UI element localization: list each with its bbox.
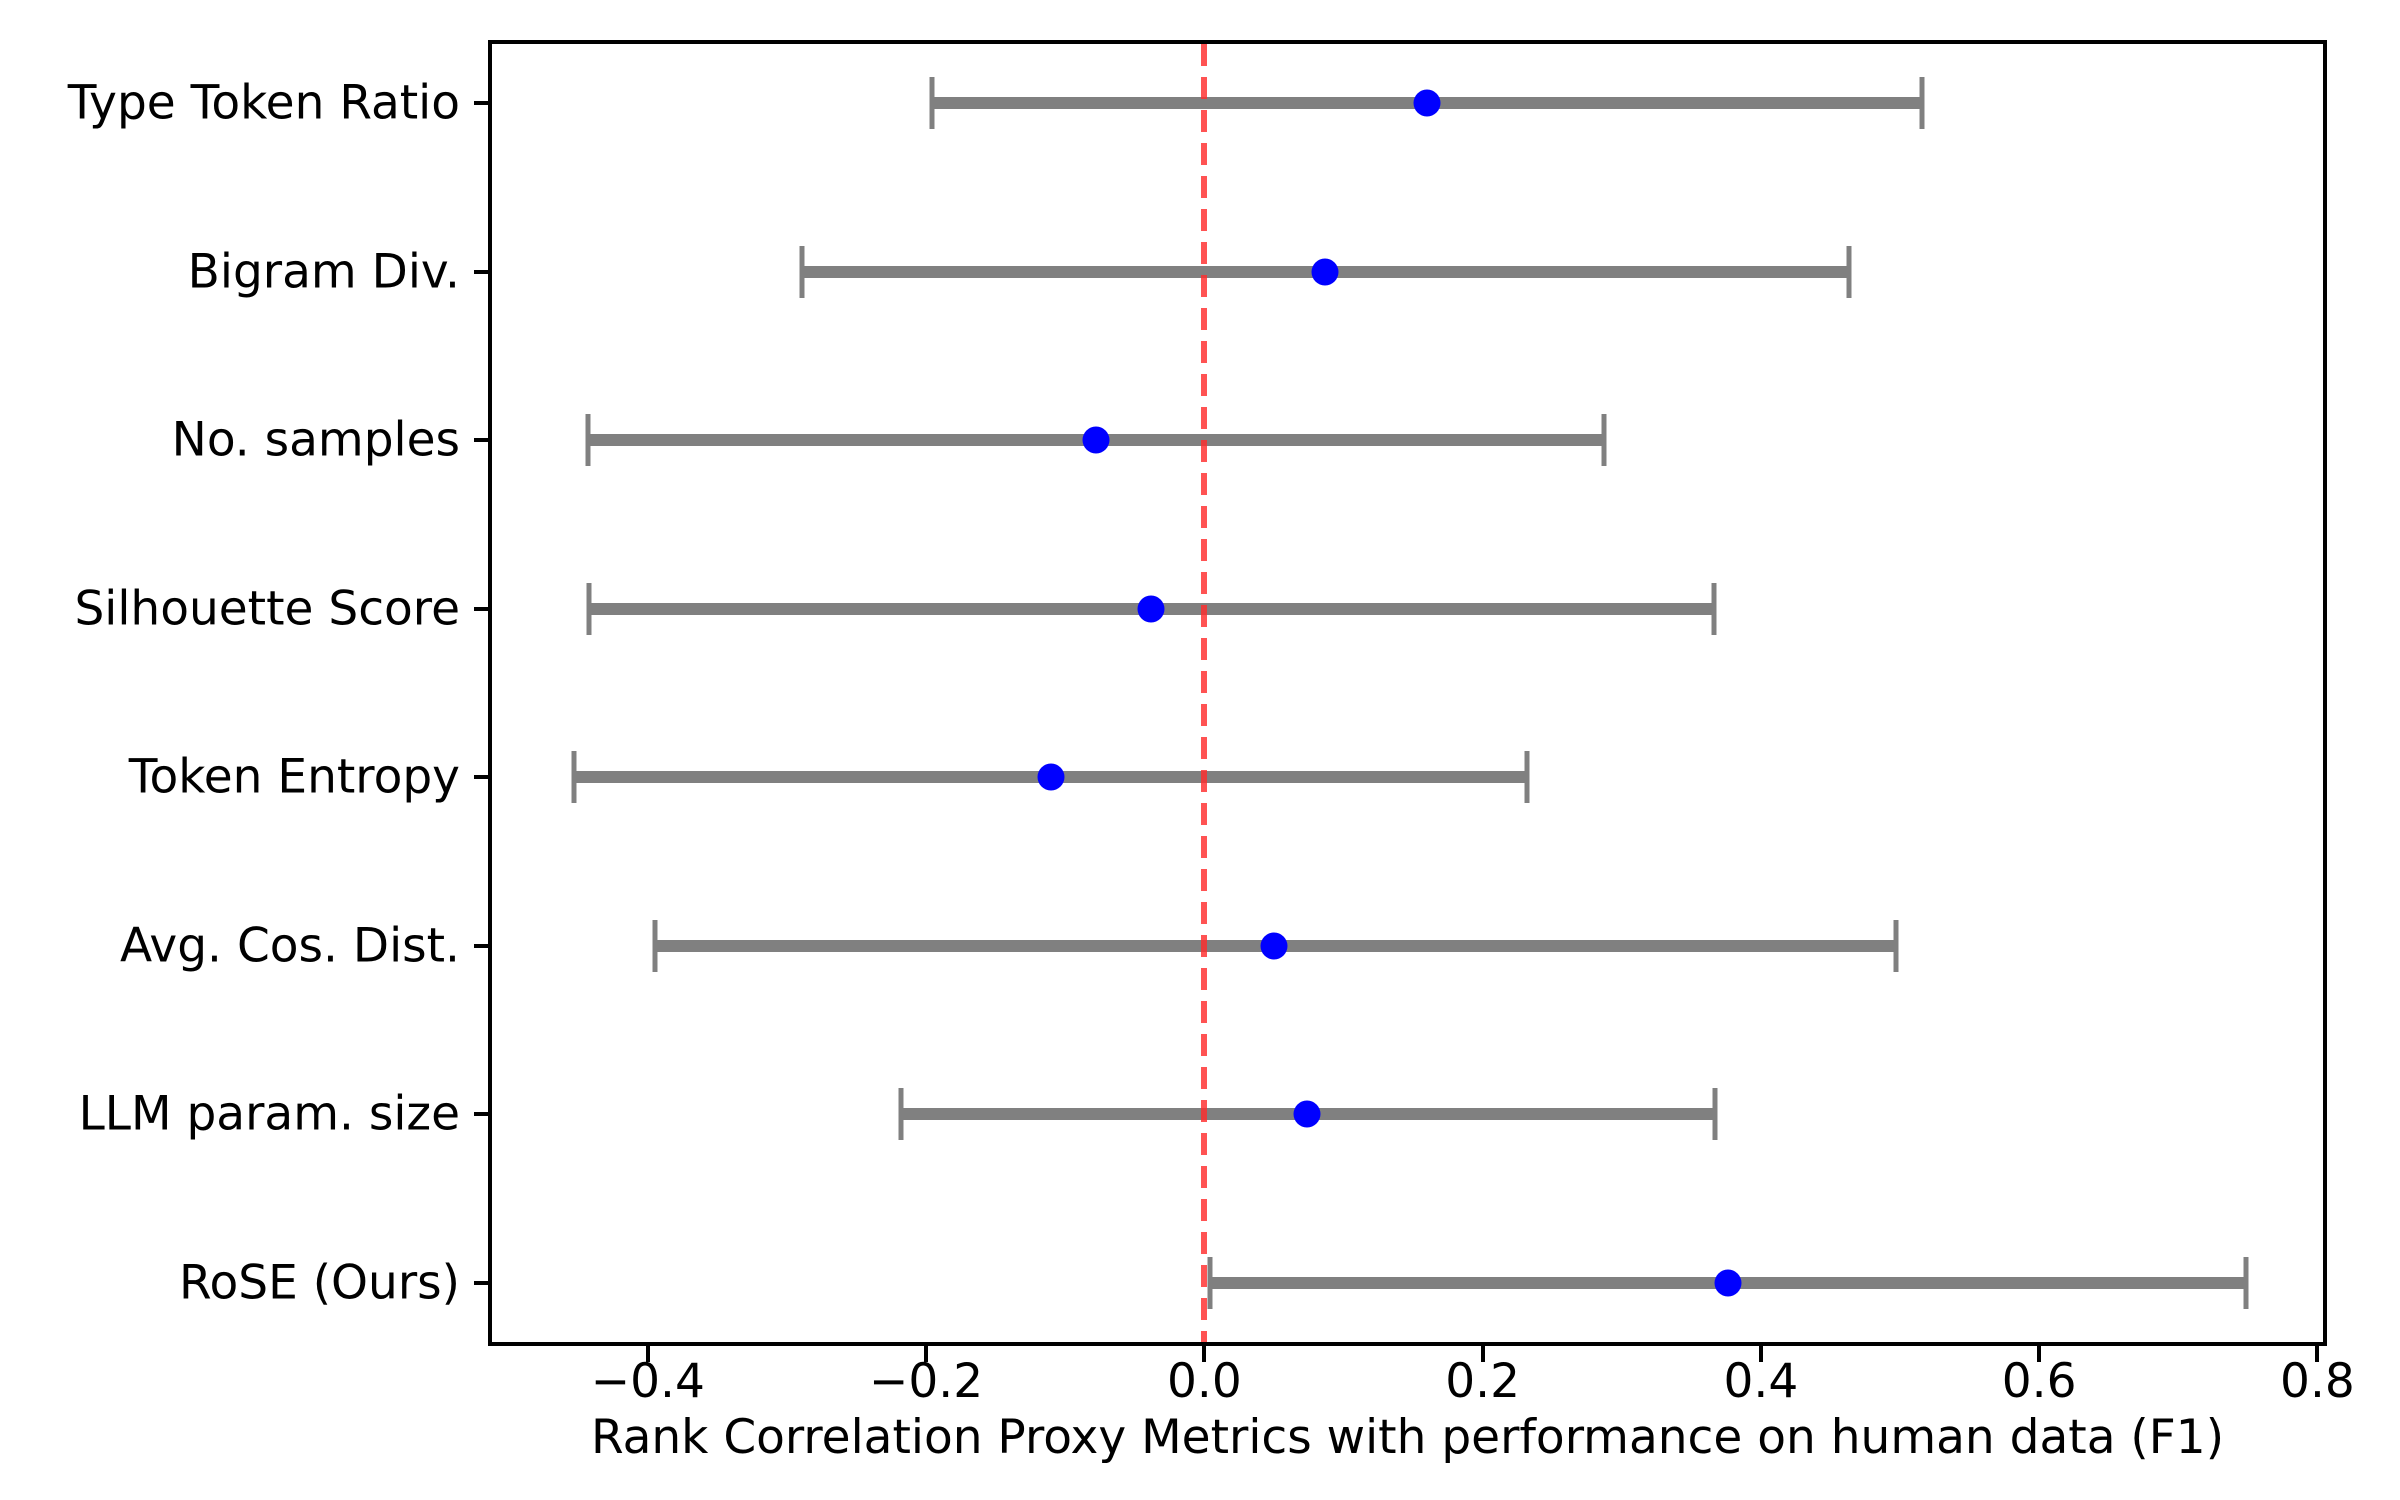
x-tick-label: 0.0: [1167, 1356, 1242, 1408]
error-cap-low: [1207, 1257, 1212, 1309]
point-marker: [1138, 595, 1165, 622]
y-tick: [474, 775, 492, 779]
y-tick: [474, 438, 492, 442]
figure: Type Token Ratio Bigram Div. No. samples Si…: [0, 0, 2400, 1500]
y-tick: [474, 944, 492, 948]
error-cap-low: [929, 77, 934, 129]
error-cap-high: [1601, 414, 1606, 466]
point-marker: [1413, 89, 1440, 116]
error-cap-low: [800, 246, 805, 298]
x-tick-label: 0.8: [2280, 1356, 2355, 1408]
point-marker: [1312, 258, 1339, 285]
y-tick: [474, 270, 492, 274]
x-tick-label: 0.6: [2002, 1356, 2077, 1408]
y-axis-category-label: Type Token Ratio: [68, 79, 460, 126]
point-marker: [1038, 764, 1065, 791]
error-cap-high: [1711, 583, 1716, 635]
y-axis-category-label: Bigram Div.: [188, 248, 460, 295]
x-axis-title: Rank Correlation Proxy Metrics with perf…: [591, 1412, 2224, 1464]
y-axis-category-label: Silhouette Score: [74, 585, 460, 632]
error-cap-low: [652, 920, 657, 972]
y-axis-category-label: No. samples: [172, 417, 460, 464]
y-tick: [474, 1281, 492, 1285]
error-cap-high: [2244, 1257, 2249, 1309]
error-cap-high: [1893, 920, 1898, 972]
x-tick-label: −0.4: [591, 1356, 705, 1408]
point-marker: [1714, 1269, 1741, 1296]
error-cap-high: [1525, 751, 1530, 803]
y-tick: [474, 101, 492, 105]
y-axis-category-label: Avg. Cos. Dist.: [120, 922, 460, 969]
y-axis-category-label: Token Entropy: [129, 754, 460, 801]
error-cap-low: [572, 751, 577, 803]
error-cap-low: [587, 583, 592, 635]
error-cap-high: [1712, 1088, 1717, 1140]
y-axis-category-label: LLM param. size: [79, 1091, 460, 1138]
point-marker: [1082, 427, 1109, 454]
y-tick: [474, 1112, 492, 1116]
point-marker: [1294, 1101, 1321, 1128]
y-axis-category-label: RoSE (Ours): [179, 1259, 460, 1306]
x-tick-label: −0.2: [869, 1356, 983, 1408]
x-tick-label: 0.4: [1724, 1356, 1799, 1408]
error-cap-low: [899, 1088, 904, 1140]
error-cap-high: [1920, 77, 1925, 129]
x-tick-label: 0.2: [1445, 1356, 1520, 1408]
plot-area: [488, 40, 2327, 1346]
point-marker: [1260, 932, 1287, 959]
zero-reference-line: [1201, 44, 1207, 1342]
error-cap-high: [1846, 246, 1851, 298]
y-tick: [474, 607, 492, 611]
error-cap-low: [586, 414, 591, 466]
